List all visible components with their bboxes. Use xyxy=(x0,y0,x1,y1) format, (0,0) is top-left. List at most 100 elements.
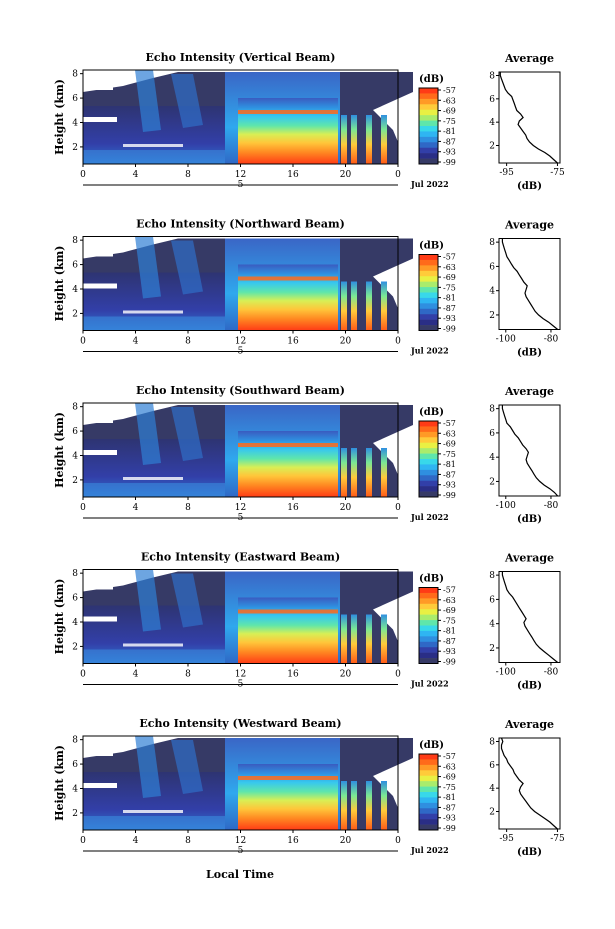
y-tick-label: 8 xyxy=(72,736,78,746)
colorbar-swatch xyxy=(419,598,438,605)
echo-streak xyxy=(381,781,387,830)
x-tick-label: 16 xyxy=(287,503,299,513)
profile-y-tick-label: 2 xyxy=(489,477,495,487)
echo-heatmap xyxy=(82,69,413,165)
colorbar-swatch xyxy=(419,609,438,615)
x-tick-label: 4 xyxy=(133,337,139,347)
colorbar-swatch xyxy=(419,115,438,121)
colorbar-swatch xyxy=(419,792,438,798)
profile-x-tick-label: -100 xyxy=(496,335,516,345)
y-tick-label: 6 xyxy=(72,261,78,271)
y-axis-label: Height (km) xyxy=(53,745,66,821)
colorbar-tick-label: -99 xyxy=(443,491,456,500)
panel-title: Echo Intensity (Northward Beam) xyxy=(136,218,345,231)
y-tick-label: 8 xyxy=(72,403,78,413)
colorbar-swatch xyxy=(419,131,438,138)
echo-gap xyxy=(83,616,117,622)
echo-region-core xyxy=(238,431,338,497)
x-tick-label: 16 xyxy=(287,170,299,180)
echo-boundary-layer xyxy=(83,150,243,164)
colorbar-tick-label: -81 xyxy=(443,460,456,469)
profile-y-tick-label: 4 xyxy=(489,118,495,128)
echo-streak xyxy=(351,781,357,830)
x-tick-label: 0 xyxy=(395,503,401,513)
profile-x-label: (dB) xyxy=(517,181,542,192)
date-label: Jul 2022 xyxy=(410,845,449,855)
date-label: Jul 2022 xyxy=(410,512,449,522)
colorbar-swatch xyxy=(419,136,438,143)
echo-boundary-layer xyxy=(83,483,243,497)
day-label: 5 xyxy=(238,513,244,523)
echo-streak xyxy=(341,281,347,331)
colorbar-tick-label: -75 xyxy=(443,450,456,459)
colorbar-tick-label: -81 xyxy=(443,294,456,303)
profile-y-tick-label: 6 xyxy=(489,429,495,439)
colorbar-swatch xyxy=(419,120,438,127)
y-tick-label: 6 xyxy=(72,94,78,104)
colorbar-swatch xyxy=(419,437,438,444)
x-tick-label: 20 xyxy=(340,170,352,180)
colorbar-swatch xyxy=(419,88,438,94)
colorbar-tick-label: -69 xyxy=(443,273,456,282)
colorbar-swatch xyxy=(419,276,438,282)
y-tick-label: 2 xyxy=(72,309,78,319)
echo-bright-layer xyxy=(238,776,338,780)
profile-title: Average xyxy=(504,718,554,731)
echo-plume xyxy=(135,569,161,632)
y-axis-label: Height (km) xyxy=(53,579,66,655)
profile-frame xyxy=(498,238,561,330)
x-tick-label: 8 xyxy=(185,170,191,180)
echo-gap xyxy=(123,310,183,314)
echo-gap xyxy=(83,117,117,122)
colorbar-swatch xyxy=(419,480,438,487)
colorbar-swatch xyxy=(419,819,438,825)
colorbar-unit: (dB) xyxy=(419,740,444,751)
x-tick-label: 0 xyxy=(80,170,86,180)
echo-streak xyxy=(341,115,347,164)
colorbar-tick-label: -69 xyxy=(443,606,456,615)
echo-streak xyxy=(366,781,372,830)
x-tick-label: 20 xyxy=(340,337,352,347)
colorbar-swatch xyxy=(419,475,438,482)
profile-x-tick-label: -80 xyxy=(544,501,559,511)
colorbar-tick-label: -63 xyxy=(443,96,456,105)
x-tick-label: 0 xyxy=(395,170,401,180)
colorbar-tick-label: -99 xyxy=(443,658,456,667)
y-tick-label: 8 xyxy=(72,70,78,80)
colorbar-tick-label: -75 xyxy=(443,616,456,625)
colorbar-swatch xyxy=(419,104,438,111)
profile-line xyxy=(501,405,559,497)
colorbar-swatch xyxy=(419,259,438,266)
profile-x-label: (dB) xyxy=(517,348,542,359)
panel: Echo Intensity (Eastward Beam) 2 4 6 8 Height… xyxy=(53,551,561,692)
y-tick-label: 4 xyxy=(72,784,78,794)
colorbar-swatch xyxy=(419,808,438,815)
x-tick-label: 16 xyxy=(287,670,299,680)
profile-y-tick-label: 4 xyxy=(489,453,495,463)
panel: Echo Intensity (Northward Beam) 2 4 6 8 Heigh… xyxy=(53,218,561,359)
profile-y-tick-label: 2 xyxy=(489,311,495,321)
profile-title: Average xyxy=(504,52,554,65)
colorbar-tick-label: -87 xyxy=(443,137,456,146)
y-tick-label: 6 xyxy=(72,594,78,604)
profile-y-tick-label: 6 xyxy=(489,95,495,105)
colorbar-swatch xyxy=(419,153,438,159)
colorbar-tick-label: -87 xyxy=(443,470,456,479)
profile-x-tick-label: -75 xyxy=(550,168,565,178)
echo-boundary-layer xyxy=(83,816,243,830)
colorbar-swatch xyxy=(419,647,438,653)
colorbar-swatch xyxy=(419,158,438,165)
colorbar-swatch xyxy=(419,603,438,610)
x-tick-label: 12 xyxy=(235,170,246,180)
profile-frame xyxy=(498,71,561,164)
colorbar-swatch xyxy=(419,775,438,782)
colorbar-swatch xyxy=(419,614,438,621)
day-label: 5 xyxy=(238,680,244,690)
colorbar-swatch xyxy=(419,770,438,777)
echo-region-core xyxy=(238,98,338,164)
echo-plume xyxy=(171,740,203,794)
colorbar-swatch xyxy=(419,625,438,632)
echo-bright-layer xyxy=(238,443,338,447)
x-tick-label: 8 xyxy=(185,337,191,347)
